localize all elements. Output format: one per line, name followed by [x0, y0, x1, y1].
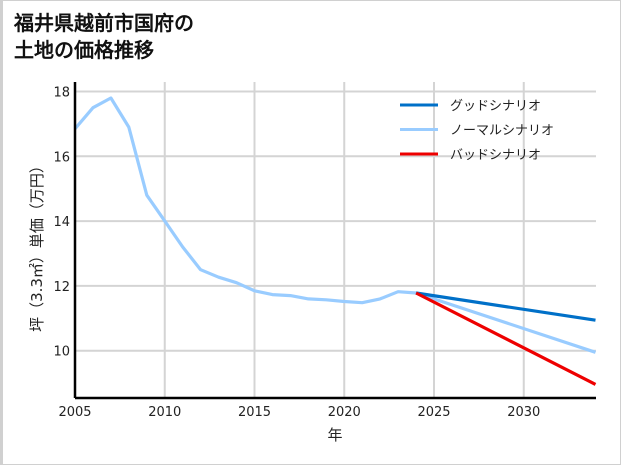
- x-axis-label: 年: [327, 426, 342, 444]
- y-axis-label: 坪（3.3㎡）単価（万円）: [28, 158, 46, 332]
- series-line-2: [415, 291, 597, 386]
- series-line-1: [73, 96, 597, 354]
- legend-label: バッドシナリオ: [450, 148, 541, 163]
- y-tick-label: 12: [53, 280, 70, 295]
- series-lines: [73, 96, 597, 386]
- legend-label: ノーマルシナリオ: [450, 124, 554, 139]
- y-tick-label: 16: [53, 150, 70, 165]
- x-tick-label: 2030: [507, 405, 540, 420]
- y-tick-label: 18: [53, 86, 70, 101]
- grid: [75, 82, 596, 398]
- chart-title: 福井県越前市国府の 土地の価格推移: [14, 10, 194, 64]
- title-line-1: 福井県越前市国府の: [14, 11, 194, 35]
- x-tick-label: 2025: [417, 405, 450, 420]
- x-tick-label: 2015: [238, 405, 271, 420]
- tick-labels: 2005 2010 2015 2020 2025 2030 10 12 14 16 18: [53, 86, 540, 421]
- axes: [73, 82, 596, 400]
- y-tick-label: 10: [53, 345, 70, 360]
- y-tick-label: 14: [53, 215, 70, 230]
- legend-label: グッドシナリオ: [450, 99, 541, 114]
- x-tick-label: 2020: [328, 405, 361, 420]
- title-line-2: 土地の価格推移: [14, 38, 154, 62]
- x-tick-label: 2010: [148, 405, 181, 420]
- series-line-0: [415, 291, 596, 322]
- x-tick-label: 2005: [58, 405, 91, 420]
